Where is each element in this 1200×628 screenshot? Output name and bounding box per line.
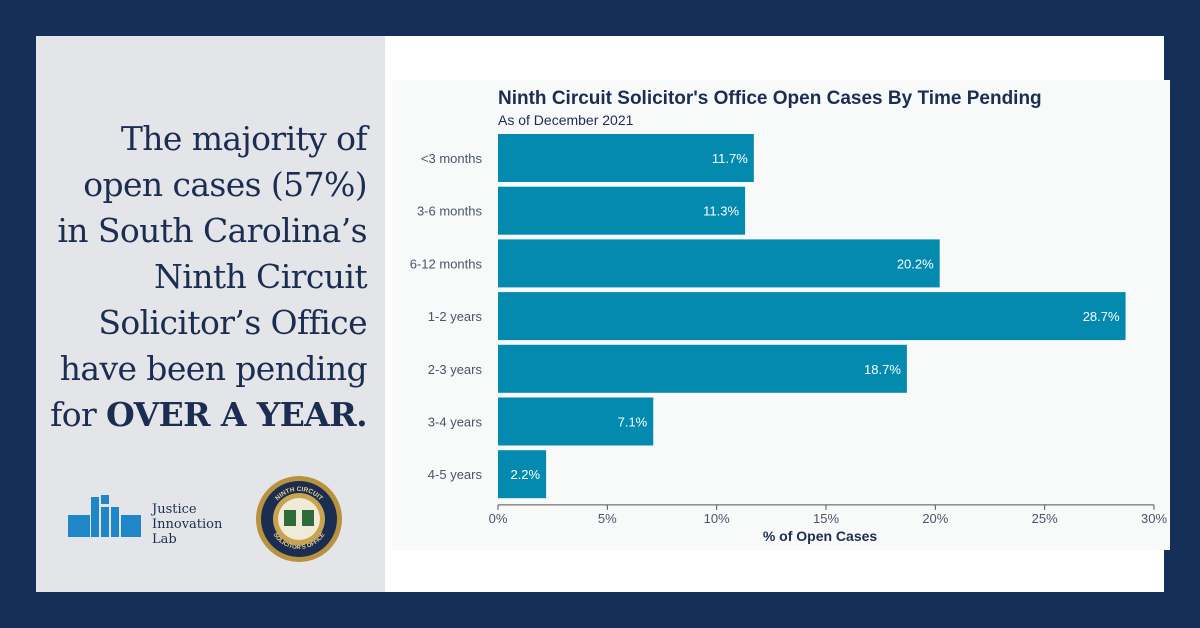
category-label: 2-3 years [428,362,483,377]
bar-value-label: 18.7% [864,362,901,377]
chart-title: Ninth Circuit Solicitor's Office Open Ca… [498,88,1042,109]
bar [498,134,754,182]
bar [498,450,547,499]
content-frame: The majority of open cases (57%) in Sout… [36,36,1170,592]
solicitor-seal-icon: NINTH CIRCUIT SOLICITOR'S OFFICE [256,476,342,562]
bars-group: 11.7% 11.3% 20.2% 28.7% 18.7% 7.1% 2.2% [498,134,1126,499]
headline-line: Solicitor’s Office [98,303,367,342]
x-axis: 0% 5% 10% 15% 20% 25% 30% [489,504,1167,526]
x-tick-label: 5% [598,511,617,526]
justice-innovation-lab-logo-icon [68,495,141,537]
bar [498,239,940,288]
category-label: 1-2 years [428,309,483,324]
headline-panel: The majority of open cases (57%) in Sout… [36,36,385,592]
category-label: 3-6 months [417,204,483,219]
bar [498,397,654,446]
x-tick-label: 30% [1141,511,1167,526]
category-label: 4-5 years [428,467,483,482]
bar-value-label: 11.3% [703,204,739,219]
logo-wordmark: Justice Innovation Lab [152,502,222,547]
category-label: <3 months [421,151,483,166]
logo-line: Innovation [152,517,223,532]
headline-line: have been pending [59,349,368,388]
category-label: 6-12 months [410,256,483,271]
x-tick-label: 0% [489,511,508,526]
headline-line: for OVER A YEAR. [47,392,368,438]
headline-line: Ninth Circuit [153,257,368,296]
headline-line: The majority of [120,119,368,158]
x-tick-label: 10% [704,511,730,526]
x-axis-label: % of Open Cases [763,528,878,544]
bar-value-label: 11.7% [712,151,748,166]
bar-value-label: 20.2% [897,256,934,271]
headline-line: in South Carolina’s [57,211,367,250]
x-tick-label: 25% [1032,511,1058,526]
headline: The majority of open cases (57%) in Sout… [47,116,368,438]
bar [498,292,1126,341]
headline-line: open cases (57%) [83,165,367,204]
headline-prefix: for [50,395,107,434]
logo-line: Justice [152,502,197,517]
x-tick-label: 20% [922,511,948,526]
logo-line: Lab [152,532,177,547]
bar-value-label: 28.7% [1083,309,1120,324]
bar-value-label: 7.1% [618,415,648,430]
headline-emphasis: OVER A YEAR. [106,395,368,434]
bar [498,186,746,235]
bar [498,344,907,393]
chart-subtitle: As of December 2021 [498,112,634,128]
category-label: 3-4 years [428,415,483,430]
chart-panel: Ninth Circuit Solicitor's Office Open Ca… [392,80,1170,550]
category-labels: <3 months 3-6 months 6-12 months 1-2 years 2… [410,151,483,482]
bar-chart: Ninth Circuit Solicitor's Office Open Ca… [410,88,1168,544]
x-tick-label: 15% [813,511,839,526]
bar-value-label: 2.2% [510,467,540,482]
